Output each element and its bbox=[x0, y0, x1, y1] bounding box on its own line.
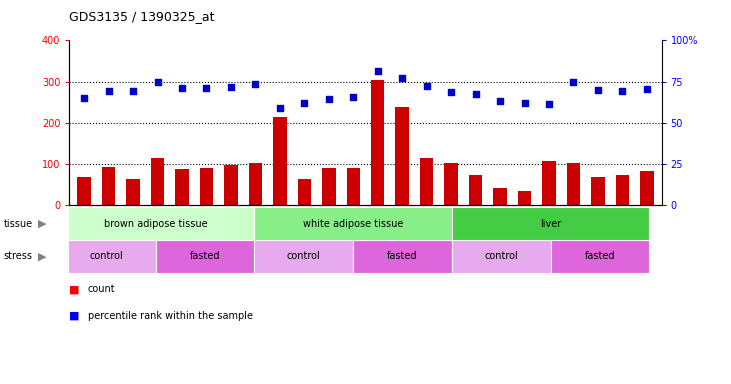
Bar bbox=[175, 169, 189, 205]
Text: fasted: fasted bbox=[387, 251, 417, 262]
Bar bbox=[444, 163, 458, 205]
Bar bbox=[591, 177, 605, 205]
Bar bbox=[200, 168, 213, 205]
Point bbox=[396, 75, 408, 81]
Point bbox=[151, 79, 163, 86]
Point bbox=[445, 89, 457, 95]
Point bbox=[298, 100, 310, 106]
Text: brown adipose tissue: brown adipose tissue bbox=[104, 218, 208, 229]
Bar bbox=[224, 166, 238, 205]
Point bbox=[641, 86, 653, 92]
Point bbox=[323, 96, 335, 102]
Point bbox=[103, 88, 115, 94]
Bar bbox=[640, 171, 654, 205]
Text: control: control bbox=[90, 251, 124, 262]
Text: ▶: ▶ bbox=[38, 218, 47, 229]
Bar bbox=[322, 168, 336, 205]
Bar bbox=[273, 117, 287, 205]
Bar bbox=[249, 163, 262, 205]
Bar bbox=[616, 175, 629, 205]
Text: fasted: fasted bbox=[190, 251, 220, 262]
Text: stress: stress bbox=[4, 251, 33, 262]
Text: control: control bbox=[485, 251, 518, 262]
Bar bbox=[518, 191, 531, 205]
Bar bbox=[156, 240, 254, 273]
Text: count: count bbox=[88, 284, 115, 294]
Point bbox=[249, 81, 261, 88]
Text: fasted: fasted bbox=[585, 251, 615, 262]
Point bbox=[176, 85, 188, 91]
Bar bbox=[151, 158, 164, 205]
Point bbox=[616, 88, 628, 94]
Bar bbox=[298, 179, 311, 205]
Point bbox=[543, 101, 555, 108]
Point bbox=[421, 83, 433, 89]
Bar bbox=[371, 80, 385, 205]
Bar bbox=[469, 175, 482, 205]
Bar bbox=[126, 179, 140, 205]
Bar bbox=[57, 240, 156, 273]
Bar bbox=[346, 168, 360, 205]
Point bbox=[568, 79, 580, 86]
Point bbox=[494, 98, 506, 104]
Point bbox=[127, 88, 139, 94]
Text: control: control bbox=[287, 251, 321, 262]
Text: ▶: ▶ bbox=[38, 251, 47, 262]
Bar bbox=[57, 207, 254, 240]
Bar bbox=[452, 207, 649, 240]
Text: tissue: tissue bbox=[4, 218, 33, 229]
Point bbox=[347, 94, 359, 100]
Point bbox=[225, 83, 237, 89]
Bar bbox=[567, 163, 580, 205]
Point bbox=[592, 87, 604, 93]
Bar bbox=[550, 240, 649, 273]
Text: percentile rank within the sample: percentile rank within the sample bbox=[88, 311, 253, 321]
Text: white adipose tissue: white adipose tissue bbox=[303, 218, 404, 229]
Point bbox=[519, 100, 531, 106]
Bar bbox=[542, 161, 556, 205]
Point bbox=[372, 68, 384, 74]
Text: GDS3135 / 1390325_at: GDS3135 / 1390325_at bbox=[69, 10, 215, 23]
Bar bbox=[353, 240, 452, 273]
Bar bbox=[452, 240, 550, 273]
Point bbox=[470, 91, 482, 97]
Bar bbox=[493, 188, 507, 205]
Point bbox=[274, 105, 286, 111]
Text: liver: liver bbox=[540, 218, 561, 229]
Bar bbox=[102, 167, 115, 205]
Bar bbox=[420, 158, 433, 205]
Bar bbox=[254, 207, 452, 240]
Point bbox=[78, 95, 90, 101]
Bar bbox=[77, 177, 91, 205]
Text: ■: ■ bbox=[69, 284, 80, 294]
Bar bbox=[395, 107, 409, 205]
Bar bbox=[254, 240, 353, 273]
Point bbox=[200, 85, 212, 91]
Text: ■: ■ bbox=[69, 311, 80, 321]
